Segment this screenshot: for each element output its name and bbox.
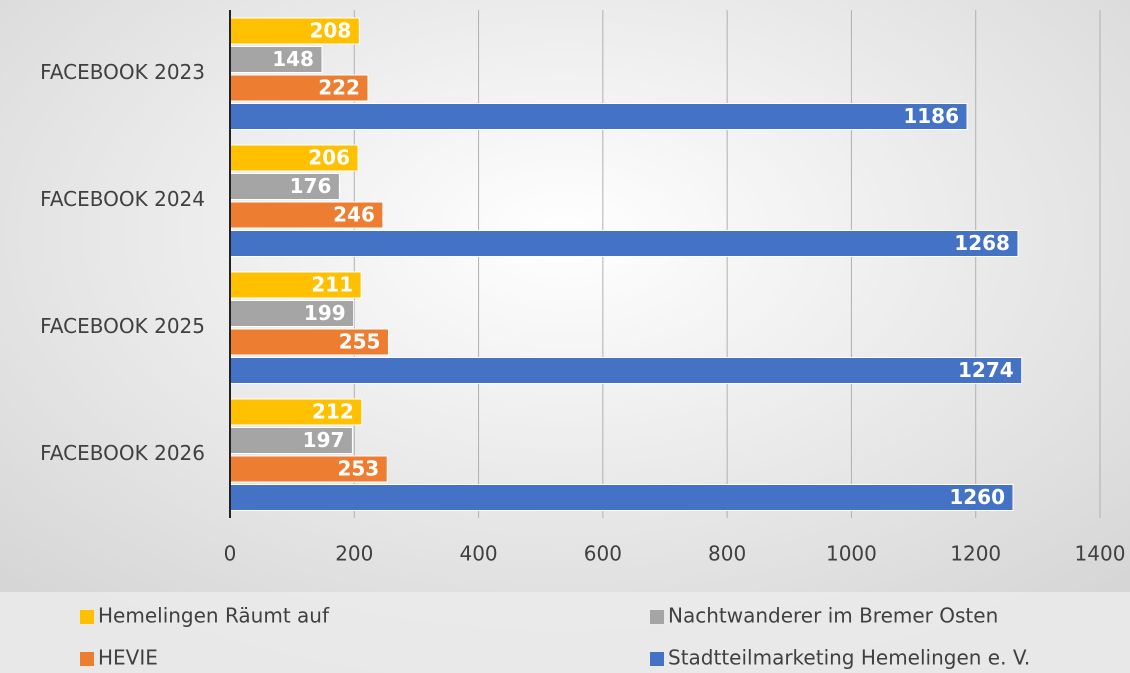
x-tick-label: 400 [459, 542, 497, 566]
x-tick-label: 800 [708, 542, 746, 566]
bar [229, 427, 353, 454]
data-label: 1268 [954, 231, 1010, 255]
data-label: 197 [303, 428, 345, 452]
data-label: 1260 [949, 485, 1005, 509]
legend-swatch [80, 610, 94, 624]
bar [229, 484, 1014, 511]
data-label: 246 [333, 203, 375, 227]
category-label: FACEBOOK 2024 [40, 187, 205, 211]
bar [229, 17, 360, 45]
legend-label: Stadtteilmarketing Hemelingen e. V. [668, 646, 1030, 670]
data-label: 148 [272, 47, 314, 71]
legend-swatch [650, 652, 664, 666]
data-label: 211 [311, 273, 353, 297]
legend-band [0, 592, 1130, 673]
legend-swatch [650, 610, 664, 624]
data-label: 253 [337, 457, 379, 481]
x-tick-label: 1400 [1075, 542, 1126, 566]
data-label: 1274 [958, 358, 1014, 382]
x-tick-label: 0 [224, 542, 237, 566]
data-label: 255 [339, 330, 381, 354]
legend-label: Nachtwanderer im Bremer Osten [668, 604, 998, 628]
bar [229, 328, 389, 356]
data-label: 222 [318, 76, 360, 100]
bar [229, 173, 340, 200]
bar [229, 103, 968, 130]
legend-label: HEVIE [98, 646, 158, 670]
bar [229, 357, 1023, 384]
category-label: FACEBOOK 2025 [40, 314, 205, 338]
data-label: 1186 [903, 104, 959, 128]
data-label: 208 [310, 19, 352, 43]
data-label: 176 [290, 174, 332, 198]
legend-swatch [80, 652, 94, 666]
bar [229, 271, 362, 299]
x-tick-label: 200 [335, 542, 373, 566]
x-tick-label: 1200 [950, 542, 1001, 566]
category-label: FACEBOOK 2026 [40, 441, 205, 465]
bar [229, 74, 369, 102]
bar [229, 230, 1019, 257]
legend-label: Hemelingen Räumt auf [98, 604, 330, 628]
data-label: 206 [308, 146, 350, 170]
bar [229, 300, 355, 327]
data-label: 212 [312, 400, 354, 424]
data-label: 199 [304, 301, 346, 325]
x-tick-label: 600 [584, 542, 622, 566]
x-tick-label: 1000 [826, 542, 877, 566]
category-label: FACEBOOK 2023 [40, 60, 205, 84]
